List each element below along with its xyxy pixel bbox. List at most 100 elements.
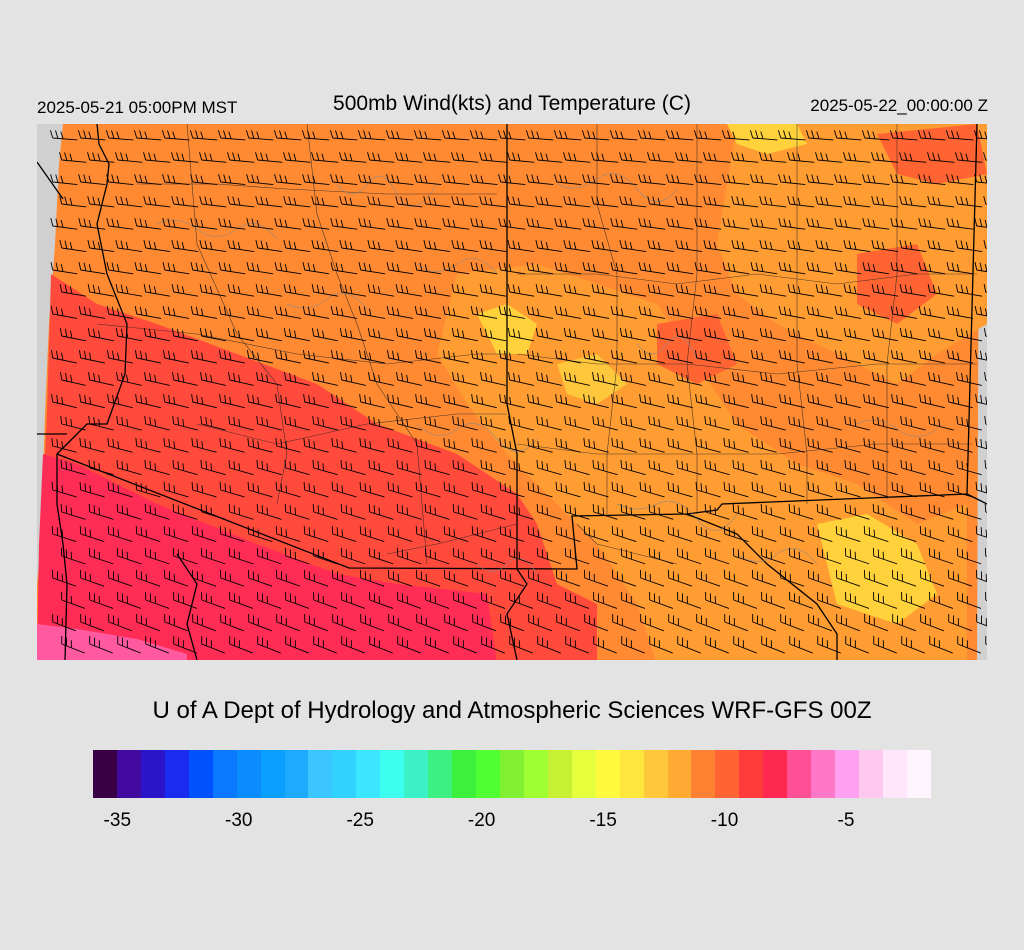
wind-barb <box>591 327 619 342</box>
wind-barb <box>116 371 142 386</box>
wind-barb <box>807 481 833 498</box>
valid-time-utc: 2025-05-22_00:00:00 Z <box>810 96 988 115</box>
wind-barb <box>984 459 987 476</box>
wind-barb <box>395 284 423 297</box>
wind-barb <box>620 459 646 476</box>
wind-barb <box>443 437 469 453</box>
temperature-band-yellow-2 <box>557 354 627 404</box>
wind-barb <box>890 305 918 319</box>
wind-barb <box>172 503 198 520</box>
wind-barb <box>527 481 553 498</box>
wind-barb <box>862 349 890 364</box>
wind-barb <box>274 262 302 275</box>
wind-barb <box>750 174 778 186</box>
wind-barb <box>339 196 367 208</box>
wind-barb <box>564 503 590 520</box>
wind-barb <box>107 481 133 498</box>
colorbar-swatch <box>619 750 644 798</box>
wind-barb <box>116 547 142 565</box>
wind-barb <box>163 481 189 498</box>
wind-barb <box>975 393 987 409</box>
wind-barb <box>415 437 441 453</box>
wind-barb <box>583 481 609 498</box>
wind-barb <box>619 284 647 297</box>
wind-barb <box>891 393 917 409</box>
wind-barb <box>386 174 414 186</box>
wind-barb <box>920 613 945 632</box>
wind-barb <box>647 152 675 163</box>
wind-barb <box>283 196 311 208</box>
wind-barb <box>648 459 674 476</box>
wind-barb <box>199 240 227 252</box>
wind-barb <box>50 262 78 275</box>
wind-barb <box>582 218 610 230</box>
wind-barb <box>499 437 525 453</box>
wind-barb <box>397 635 421 654</box>
wind-barb <box>890 218 918 230</box>
wind-barb <box>172 415 198 431</box>
wind-barb <box>808 613 833 632</box>
wind-barb <box>787 196 815 208</box>
wind-barb <box>704 371 730 386</box>
colorbar-swatch <box>499 750 524 798</box>
wind-barb <box>498 305 526 319</box>
wind-barb <box>777 130 806 141</box>
wind-barb <box>330 305 358 319</box>
wind-barb <box>87 284 115 297</box>
wind-barb <box>835 393 861 409</box>
wind-barb <box>528 613 553 632</box>
wind-barb <box>648 503 674 520</box>
wind-barb <box>171 240 199 252</box>
wind-barb <box>778 305 806 319</box>
wind-barb <box>500 613 525 632</box>
wind-barb <box>134 349 162 364</box>
wind-barb <box>395 152 423 163</box>
wind-barb <box>872 459 898 476</box>
wind-barb <box>199 152 227 163</box>
wind-barb <box>843 152 871 163</box>
wind-barb <box>583 437 609 453</box>
colorbar-tick-label: -10 <box>710 810 739 831</box>
wind-barb <box>845 635 869 654</box>
wind-barb <box>88 459 114 476</box>
wind-barb <box>498 349 526 364</box>
wind-barb <box>452 503 478 520</box>
wind-barb <box>480 415 506 431</box>
colorbar-swatch <box>284 750 309 798</box>
wind-barb <box>228 547 254 565</box>
wind-barb <box>199 196 227 208</box>
wind-barb <box>554 305 582 319</box>
wind-barb <box>256 503 282 520</box>
wind-barb <box>890 262 918 275</box>
wind-barb <box>761 635 785 654</box>
wind-barb <box>60 503 86 520</box>
wind-barb <box>246 349 274 364</box>
colorbar-swatch <box>667 750 692 798</box>
wind-barb <box>228 503 254 520</box>
wind-barb <box>414 218 442 230</box>
wind-barb <box>397 591 422 609</box>
wind-barb <box>555 393 581 409</box>
wind-barb <box>527 437 553 453</box>
wind-barb <box>779 525 805 542</box>
wind-barb <box>554 262 582 275</box>
wind-barb <box>51 393 77 409</box>
wind-barb <box>302 349 330 364</box>
wind-barb <box>199 327 227 342</box>
wind-barb <box>983 240 987 252</box>
wind-barb <box>612 569 637 587</box>
wind-barb <box>387 525 413 542</box>
wind-barb <box>200 503 226 520</box>
wind-barb <box>358 305 386 319</box>
wind-barb <box>984 415 987 431</box>
wind-barb <box>108 613 133 632</box>
wind-barb <box>303 525 329 542</box>
wind-barb <box>974 174 987 186</box>
wind-barb <box>79 393 105 409</box>
temperature-band-red-east <box>857 244 937 324</box>
wind-barb <box>190 218 218 230</box>
wind-barb <box>815 196 843 208</box>
wind-barb <box>78 349 106 364</box>
wind-barb <box>500 569 525 587</box>
wind-barb <box>396 371 422 386</box>
